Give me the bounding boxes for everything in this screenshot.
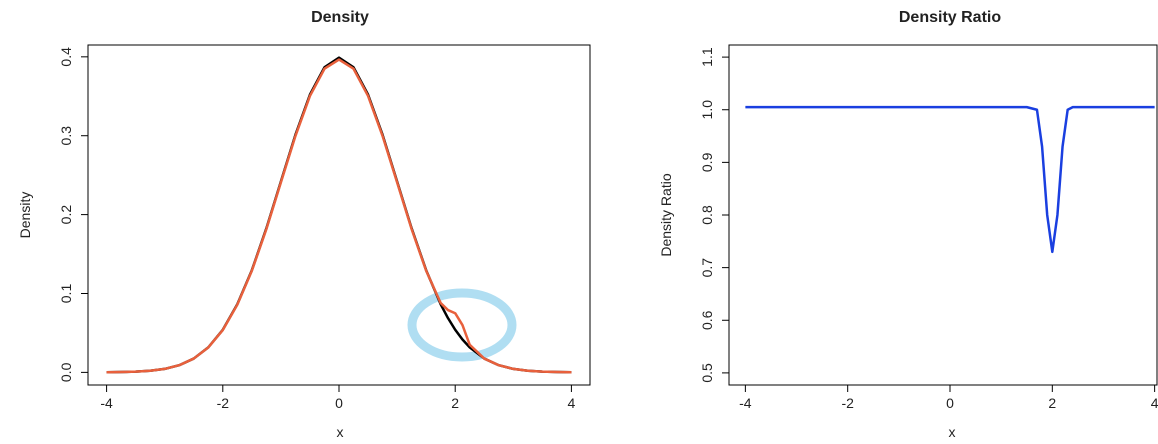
annotation-circle: [407, 288, 517, 362]
y-tick-label: 1.0: [699, 100, 715, 120]
y-tick-label: 0.2: [58, 205, 74, 225]
y-tick-label: 0.6: [699, 310, 715, 330]
x-tick-label: -4: [739, 395, 752, 411]
x-tick-label: 4: [1151, 395, 1158, 411]
y-tick-label: 0.1: [58, 284, 74, 304]
y-tick-label: 0.3: [58, 126, 74, 146]
x-axis-label: x: [949, 424, 956, 440]
x-tick-label: 4: [568, 395, 576, 411]
plot-frame: [728, 44, 1158, 386]
y-tick-label: 0.9: [699, 152, 715, 172]
x-tick-label: 0: [335, 395, 343, 411]
chart-title: Density Ratio: [899, 9, 1001, 26]
y-tick-label: 0.0: [58, 362, 74, 382]
data-line: [106, 56, 572, 374]
x-axis-label: x: [337, 424, 344, 440]
chart-title: Density: [311, 9, 369, 26]
y-tick-label: 0.4: [58, 47, 74, 67]
y-tick-label: 0.5: [699, 363, 715, 383]
y-axis-label: Density: [17, 192, 33, 239]
x-tick-label: 2: [451, 395, 459, 411]
x-tick-label: -4: [100, 395, 113, 411]
x-tick-label: -2: [841, 395, 854, 411]
y-axis-label: Density Ratio: [658, 173, 674, 256]
data-line: [745, 105, 1155, 254]
data-line: [106, 58, 572, 374]
y-tick-label: 1.1: [699, 47, 715, 67]
y-tick-label: 0.8: [699, 205, 715, 225]
x-tick-label: -2: [217, 395, 230, 411]
x-tick-label: 2: [1048, 395, 1056, 411]
y-tick-label: 0.7: [699, 258, 715, 278]
x-tick-label: 0: [946, 395, 954, 411]
